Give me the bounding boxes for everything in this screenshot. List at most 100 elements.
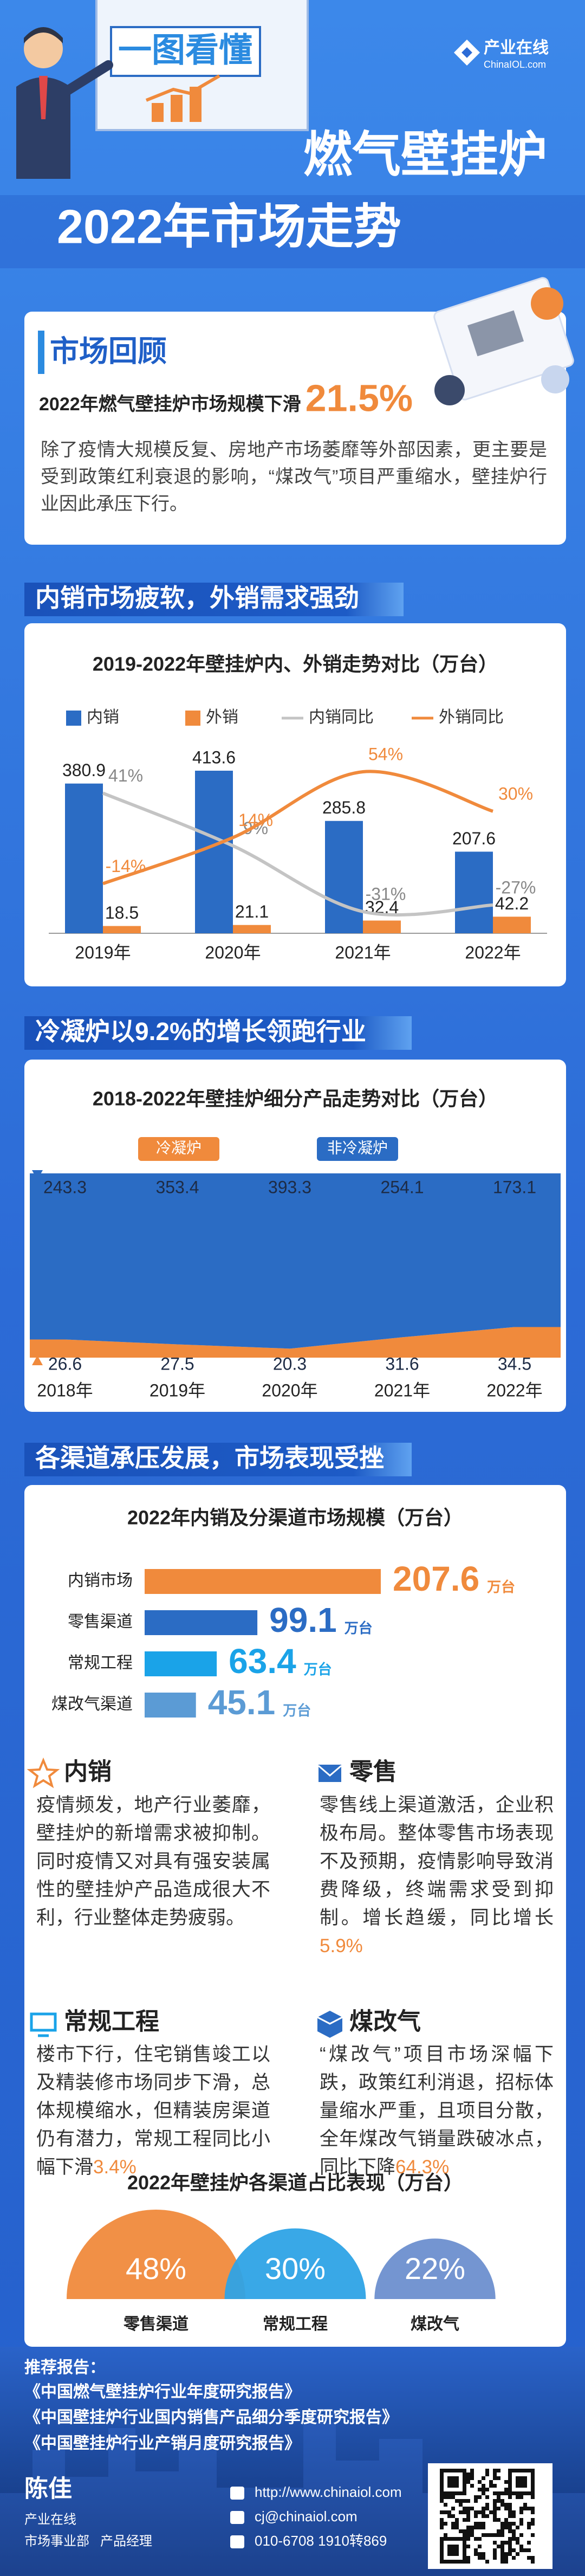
channel-title: 零售: [349, 1759, 397, 1785]
icon-bar: [171, 95, 183, 122]
area: [65, 1327, 515, 1358]
card: [24, 312, 566, 545]
person-body: [16, 77, 70, 179]
value-label: 393.3: [268, 1177, 311, 1197]
area-edge: [515, 1173, 561, 1327]
bar: [145, 1569, 381, 1594]
value-label: 353.4: [155, 1177, 199, 1197]
logo-name: 产业在线: [484, 39, 549, 57]
category-label: 煤改气: [411, 2315, 459, 2333]
desk-illustration: [433, 277, 574, 405]
icon-bar: [152, 103, 164, 122]
value-label: 207.6: [452, 829, 496, 848]
channel-text: 疫情频发，地产行业萎靡，壁挂炉的新增需求被抑制。同时疫情又对具有强安装属性的壁挂…: [36, 1791, 270, 1932]
main-subtitle: 2022年市场走势: [57, 199, 401, 253]
icon-phone: [230, 2535, 244, 2548]
x-tick-label: 2021年: [335, 942, 391, 962]
value-label: -27%: [496, 877, 536, 897]
main-title: 燃气壁挂炉: [303, 128, 547, 182]
value-label: 34.5: [498, 1354, 531, 1373]
legend-marker: [185, 711, 200, 726]
legend-box: [138, 1137, 219, 1161]
value-label: 31.6: [385, 1354, 419, 1373]
value-label: 22%: [405, 2251, 465, 2286]
category-label: 零售渠道: [123, 2315, 188, 2333]
channel-highlight: 3.4%: [93, 2157, 136, 2178]
contact-email: cj@chinaiol.com: [255, 2508, 358, 2525]
report: 《中国壁挂炉行业国内销售产品细分季度研究报告》: [24, 2408, 398, 2426]
value-label: 48%: [126, 2251, 186, 2286]
section-banner: [24, 1443, 412, 1476]
section-title: 内销市场疲软，外销需求强劲: [35, 584, 359, 612]
value-label: 27.5: [160, 1354, 194, 1373]
laptop: [467, 310, 524, 357]
semicircle: [67, 2210, 245, 2299]
legend-label: 外销同比: [439, 708, 504, 726]
value-label: 45.1: [208, 1683, 276, 1722]
value-label: 254.1: [380, 1177, 424, 1197]
legend-label: 非冷凝炉: [327, 1139, 388, 1156]
area-edge: [515, 1327, 561, 1358]
bar: [145, 1610, 258, 1635]
value-label: 413.6: [192, 747, 236, 767]
x-tick-label: 2018年: [37, 1380, 93, 1400]
legend-label: 内销同比: [309, 708, 374, 726]
bar: [233, 925, 271, 933]
channel-text: 零售线上渠道激活，企业积极布局。整体零售市场表现不及预期，疫情影响导致消费降级，…: [320, 1791, 554, 1960]
category-label: 常规工程: [263, 2315, 328, 2333]
icon-mail: [318, 1765, 341, 1782]
review-headline: 2022年燃气壁挂炉市场规模下滑: [39, 393, 301, 415]
value-label: 54%: [368, 744, 403, 764]
report: 《中国燃气壁挂炉行业年度研究报告》: [24, 2383, 301, 2401]
contact-department: 市场事业部: [24, 2534, 89, 2548]
channel-body: “煤改气”项目市场深幅下跌，政策红利消退，招标体量缩水严重，且项目分散，全年煤改…: [320, 2044, 554, 2178]
channel-text: “煤改气”项目市场深幅下跌，政策红利消退，招标体量缩水严重，且项目分散，全年煤改…: [320, 2041, 554, 2181]
value-label: 380.9: [62, 760, 106, 780]
review-title: 市场回顾: [50, 335, 167, 367]
contact-phone: 010-6708 1910转869: [255, 2533, 387, 2549]
contact-name: 陈佳: [24, 2476, 72, 2502]
x-tick-label: 2020年: [205, 942, 261, 962]
icon-star: [27, 1757, 60, 1789]
x-tick-label: 2020年: [262, 1380, 317, 1400]
channel-body: 零售线上渠道激活，企业积极布局。整体零售市场表现不及预期，疫情影响导致消费降级，…: [320, 1794, 554, 1928]
y-tick-label: 零售渠道: [68, 1613, 133, 1631]
channel-highlight: 5.9%: [320, 1935, 363, 1957]
chart-title: 2018-2022年壁挂炉细分产品走势对比（万台）: [93, 1088, 498, 1110]
legend-label: 冷凝炉: [156, 1139, 202, 1156]
bar: [65, 783, 103, 933]
value-label: 30%: [498, 784, 533, 803]
section-banner: [24, 1016, 412, 1050]
value-label: 26.6: [48, 1354, 82, 1373]
x-tick-label: 2022年: [486, 1380, 542, 1400]
contact-org: 产业在线: [24, 2512, 76, 2527]
badge: 一图看懂: [118, 31, 252, 69]
value-label: 20.3: [273, 1354, 307, 1373]
x-tick-label: 2022年: [465, 942, 521, 962]
value-unit: 万台: [304, 1661, 332, 1677]
icon-mail: [230, 2511, 244, 2524]
value-label: 41%: [108, 766, 143, 785]
y-tick-label: 煤改气渠道: [51, 1695, 133, 1713]
icon-cube: [317, 2016, 343, 2025]
chart-title: 2019-2022年壁挂炉内、外销走势对比（万台）: [93, 653, 498, 675]
value-label: -31%: [366, 884, 406, 903]
icon-web: [230, 2487, 244, 2500]
value-unit: 万台: [344, 1620, 373, 1636]
review-text: 除了疫情大规模反复、房地产市场萎靡等外部因素，更主要是受到政策红利衰退的影响，“…: [41, 440, 547, 514]
person-head: [24, 29, 63, 68]
person-tie: [39, 76, 48, 119]
value-label: 173.1: [493, 1177, 536, 1197]
value-unit: 万台: [487, 1579, 515, 1595]
logo-site: ChinaIOL.com: [484, 59, 546, 70]
review-headline-value: 21.5%: [306, 377, 413, 419]
report: 《中国壁挂炉行业产销月度研究报告》: [24, 2434, 301, 2452]
section-title: 各渠道承压发展，市场表现受挫: [35, 1444, 384, 1472]
person-arm: [60, 60, 113, 97]
chart-title: 2022年内销及分渠道市场规模（万台）: [127, 1507, 463, 1529]
person-hair: [24, 27, 63, 43]
bar: [455, 851, 493, 933]
bar: [493, 916, 531, 933]
